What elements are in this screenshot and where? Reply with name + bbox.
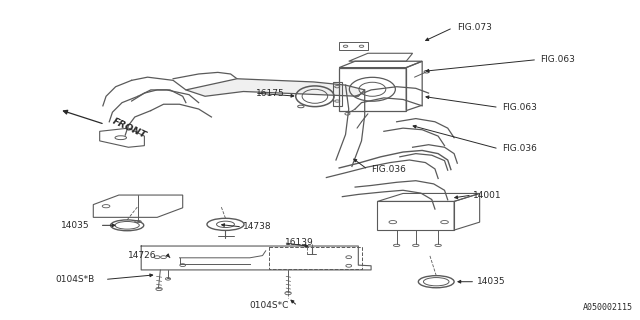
Text: FIG.063: FIG.063	[502, 103, 537, 112]
Text: 14738: 14738	[243, 222, 272, 231]
Text: 14035: 14035	[61, 221, 90, 230]
Text: FIG.036: FIG.036	[502, 144, 537, 153]
Polygon shape	[186, 79, 365, 96]
Text: FIG.073: FIG.073	[458, 23, 492, 32]
Text: FIG.063: FIG.063	[540, 55, 575, 64]
Text: FRONT: FRONT	[111, 116, 147, 140]
Text: FIG.036: FIG.036	[371, 165, 406, 174]
Text: 16175: 16175	[256, 89, 285, 98]
Text: A050002115: A050002115	[583, 303, 633, 312]
Text: 16139: 16139	[285, 238, 314, 247]
Text: 0104S*C: 0104S*C	[250, 301, 289, 310]
Text: 14035: 14035	[476, 277, 505, 286]
Text: 14726: 14726	[129, 251, 157, 260]
Text: 0104S*B: 0104S*B	[55, 275, 94, 284]
Text: 14001: 14001	[473, 190, 502, 200]
